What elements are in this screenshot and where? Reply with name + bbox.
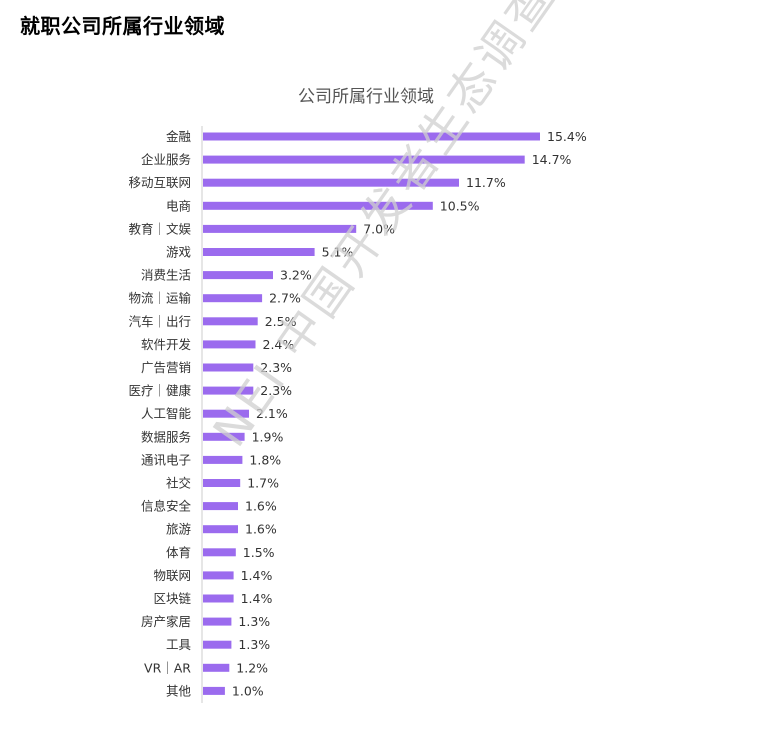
value-label: 2.5% <box>265 314 297 329</box>
bar <box>203 294 263 303</box>
category-label: 教育｜文娱 <box>128 221 191 236</box>
bar <box>203 640 232 649</box>
bar <box>203 479 241 487</box>
category-label: 电商 <box>166 198 191 213</box>
value-label: 1.7% <box>247 476 279 491</box>
value-label: 15.4% <box>547 129 587 144</box>
category-label: 社交 <box>166 476 191 491</box>
bar <box>203 201 433 210</box>
value-labels-group: 15.4% 14.7% 11.7% 10.5% 7.0% 5.1% 3.2% 2.7% 2.5%… <box>232 129 587 698</box>
value-label: 2.3% <box>260 383 292 398</box>
value-label: 1.4% <box>241 591 273 606</box>
value-label: 2.4% <box>263 337 295 352</box>
bar <box>203 455 243 464</box>
value-label: 2.3% <box>260 360 292 375</box>
value-label: 2.7% <box>269 291 301 306</box>
bar <box>203 340 256 349</box>
value-label: 1.9% <box>252 429 284 444</box>
category-label: 软件开发 <box>141 337 192 352</box>
category-label: 信息安全 <box>141 499 192 514</box>
category-label: 医疗｜健康 <box>128 383 191 398</box>
bar <box>203 224 357 233</box>
bar <box>203 317 258 326</box>
category-label: 物流｜运输 <box>128 291 191 306</box>
bar <box>203 663 230 672</box>
bar <box>203 617 232 626</box>
bar <box>203 248 315 256</box>
bar <box>203 571 234 580</box>
category-label: 企业服务 <box>141 152 191 167</box>
value-label: 1.6% <box>245 499 277 514</box>
value-label: 1.6% <box>245 522 277 537</box>
category-label: 房产家居 <box>141 614 191 629</box>
category-label: 金融 <box>166 129 192 144</box>
chart-title: 公司所属行业领域 <box>298 87 434 107</box>
bar <box>203 363 254 372</box>
category-label: 区块链 <box>153 591 191 606</box>
category-label: 体育 <box>166 545 191 560</box>
value-label: 3.2% <box>280 268 312 283</box>
value-label: 7.0% <box>363 221 395 236</box>
bar <box>203 594 234 603</box>
category-label: 数据服务 <box>141 429 191 444</box>
bar <box>203 178 459 187</box>
category-label: 移动互联网 <box>128 175 191 190</box>
category-label: 工具 <box>166 637 192 652</box>
value-label: 1.3% <box>238 637 270 652</box>
category-labels-group: 金融企业服务移动互联网电商教育｜文娱游戏消费生活物流｜运输汽车｜出行软件开发广告… <box>128 129 191 698</box>
bar <box>203 155 525 164</box>
category-label: 旅游 <box>166 522 192 537</box>
category-label: 物联网 <box>153 568 191 583</box>
bar <box>203 432 245 441</box>
value-label: 1.0% <box>232 683 264 698</box>
category-label: 游戏 <box>166 245 191 260</box>
value-label: 1.8% <box>249 452 281 467</box>
category-label: 汽车｜出行 <box>128 314 191 329</box>
bars-group <box>203 132 540 695</box>
bar <box>203 409 249 418</box>
bar <box>203 548 236 557</box>
value-label: 1.4% <box>241 568 273 583</box>
category-label: VR｜AR <box>144 660 191 675</box>
bar <box>203 271 273 280</box>
category-label: 人工智能 <box>141 406 192 421</box>
bar <box>203 502 238 511</box>
page-heading: 就职公司所属行业领域 <box>20 14 225 38</box>
value-label: 10.5% <box>440 198 480 213</box>
value-label: 14.7% <box>532 152 572 167</box>
category-label: 通讯电子 <box>141 452 191 467</box>
value-label: 1.3% <box>238 614 270 629</box>
category-label: 其他 <box>166 683 192 698</box>
value-label: 1.5% <box>243 545 275 560</box>
value-label: 5.1% <box>322 245 354 260</box>
category-label: 消费生活 <box>141 268 191 283</box>
category-label: 广告营销 <box>141 360 191 375</box>
bar <box>203 686 225 695</box>
bar <box>203 132 540 141</box>
value-label: 1.2% <box>236 660 268 675</box>
bar <box>203 386 254 395</box>
bar <box>203 525 238 534</box>
value-label: 2.1% <box>256 406 288 421</box>
value-label: 11.7% <box>466 175 506 190</box>
